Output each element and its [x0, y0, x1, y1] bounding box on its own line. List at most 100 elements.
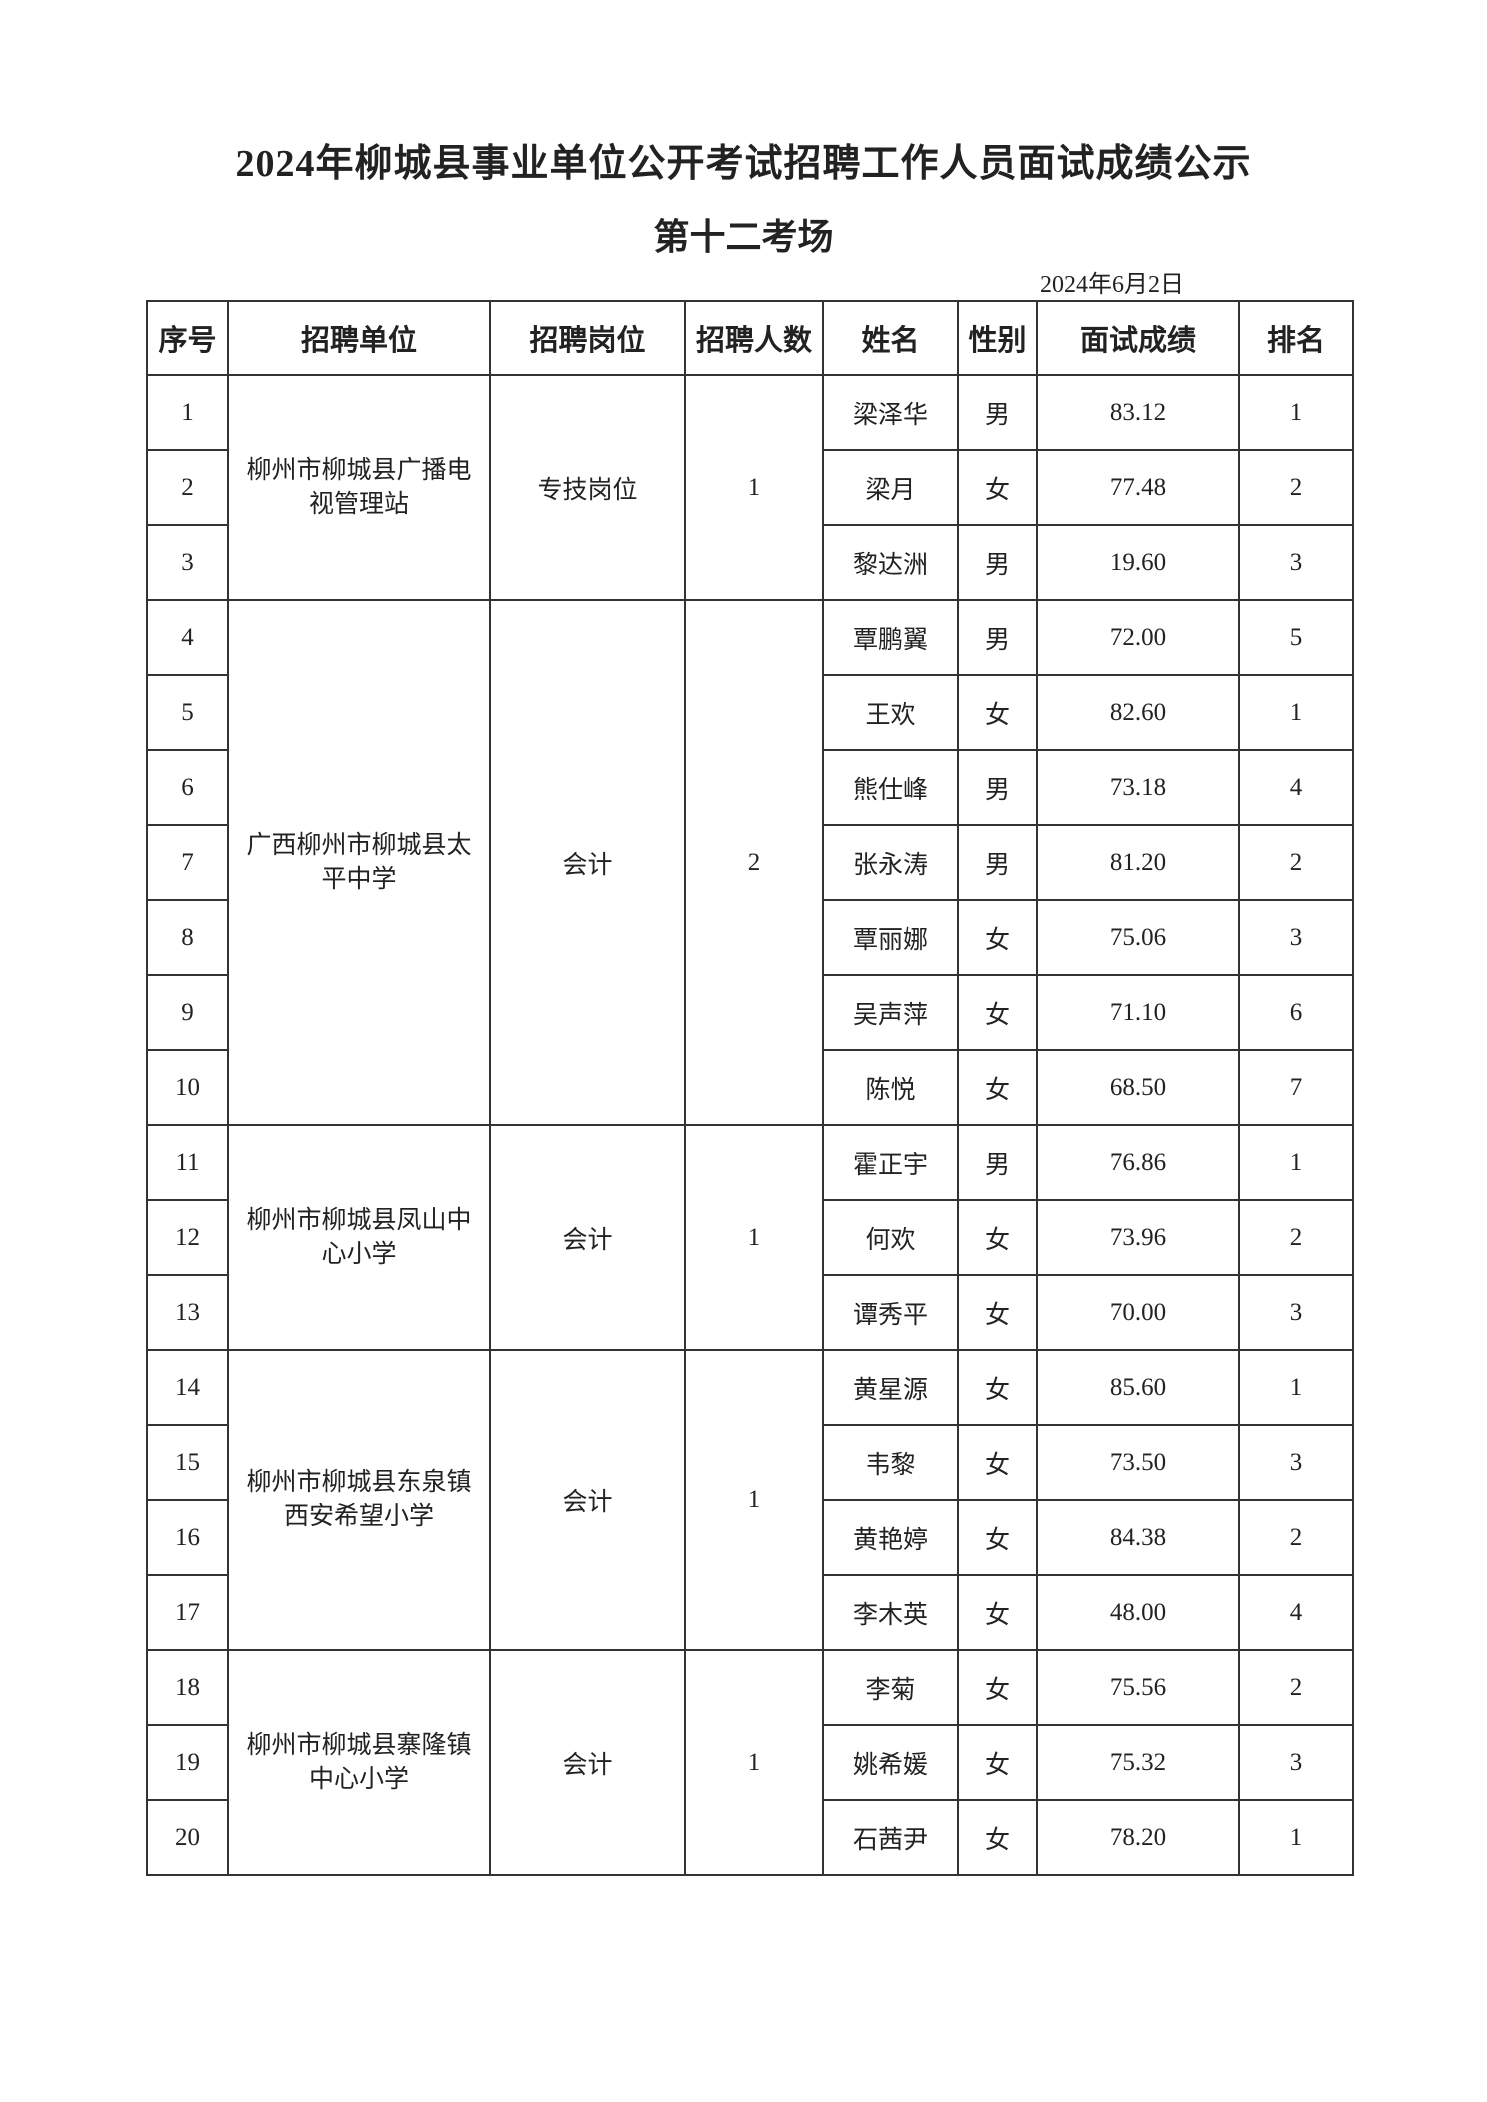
row-no: 18	[146, 1649, 229, 1726]
interview-score: 82.60	[1036, 674, 1240, 751]
candidate-gender: 女	[957, 449, 1038, 526]
candidate-rank: 1	[1238, 1349, 1354, 1426]
recruiting-unit: 柳州市柳城县寨隆镇中心小学	[227, 1649, 491, 1876]
publish-date: 2024年6月2日	[1040, 272, 1184, 298]
candidate-gender: 女	[957, 1349, 1038, 1426]
recruiting-count: 1	[684, 374, 824, 601]
table-row: 9 吴声萍女 71.10 6	[146, 974, 1354, 1051]
table-header-row: 序号 招聘单位 招聘岗位 招聘人数 姓名 性别 面试成绩 排名	[146, 300, 1354, 376]
table-row: 1 柳州市柳城县广播电视管理站 专技岗位 1 梁泽华男 83.12 1	[146, 374, 1354, 601]
candidate-rank: 1	[1238, 1799, 1354, 1876]
candidate-name: 李木英	[822, 1574, 959, 1651]
candidate-gender: 男	[957, 824, 1038, 901]
candidate-name: 王欢	[822, 674, 959, 751]
candidate-gender: 女	[957, 1499, 1038, 1576]
candidate-name: 张永涛	[822, 824, 959, 901]
candidate-name: 吴声萍	[822, 974, 959, 1051]
row-no: 13	[146, 1274, 229, 1351]
interview-score: 73.50	[1036, 1424, 1240, 1501]
header-no: 序号	[146, 300, 229, 376]
header-rank: 排名	[1238, 300, 1354, 376]
candidate-name: 姚希媛	[822, 1724, 959, 1801]
table-row: 18 柳州市柳城县寨隆镇中心小学 会计 1 李菊女 75.56 2	[146, 1649, 1354, 1876]
row-no: 20	[146, 1799, 229, 1876]
candidate-name: 何欢	[822, 1199, 959, 1276]
candidate-name: 谭秀平	[822, 1274, 959, 1351]
row-no: 6	[146, 749, 229, 826]
interview-score: 81.20	[1036, 824, 1240, 901]
interview-score: 75.06	[1036, 899, 1240, 976]
interview-score: 71.10	[1036, 974, 1240, 1051]
recruiting-count: 1	[684, 1349, 824, 1651]
header-score: 面试成绩	[1036, 300, 1240, 376]
table-row: 20 石茜尹女 78.20 1	[146, 1799, 1354, 1876]
interview-score: 76.86	[1036, 1124, 1240, 1201]
row-no: 7	[146, 824, 229, 901]
table-row: 15 韦黎女 73.50 3	[146, 1424, 1354, 1501]
recruiting-position: 会计	[489, 1349, 686, 1651]
candidate-name: 黎达洲	[822, 524, 959, 601]
candidate-rank: 7	[1238, 1049, 1354, 1126]
interview-score: 83.12	[1036, 374, 1240, 451]
candidate-name: 黄星源	[822, 1349, 959, 1426]
candidate-name: 韦黎	[822, 1424, 959, 1501]
candidate-gender: 女	[957, 1649, 1038, 1726]
candidate-name: 梁月	[822, 449, 959, 526]
row-no: 10	[146, 1049, 229, 1126]
candidate-rank: 4	[1238, 749, 1354, 826]
recruiting-count: 2	[684, 599, 824, 1126]
recruiting-unit: 柳州市柳城县东泉镇西安希望小学	[227, 1349, 491, 1651]
table-row: 19 姚希媛女 75.32 3	[146, 1724, 1354, 1801]
candidate-gender: 女	[957, 1424, 1038, 1501]
interview-score: 75.56	[1036, 1649, 1240, 1726]
candidate-rank: 3	[1238, 1424, 1354, 1501]
table-row: 3 黎达洲男 19.60 3	[146, 524, 1354, 601]
candidate-rank: 3	[1238, 524, 1354, 601]
row-no: 19	[146, 1724, 229, 1801]
candidate-gender: 女	[957, 1724, 1038, 1801]
candidate-gender: 女	[957, 674, 1038, 751]
candidate-name: 李菊	[822, 1649, 959, 1726]
recruiting-position: 会计	[489, 1124, 686, 1351]
recruiting-unit: 广西柳州市柳城县太平中学	[227, 599, 491, 1126]
candidate-gender: 男	[957, 524, 1038, 601]
row-no: 16	[146, 1499, 229, 1576]
interview-score: 77.48	[1036, 449, 1240, 526]
interview-score: 73.96	[1036, 1199, 1240, 1276]
table-row: 5 王欢女 82.60 1	[146, 674, 1354, 751]
row-no: 8	[146, 899, 229, 976]
recruiting-count: 1	[684, 1649, 824, 1876]
interview-score: 19.60	[1036, 524, 1240, 601]
interview-score: 78.20	[1036, 1799, 1240, 1876]
candidate-rank: 2	[1238, 449, 1354, 526]
interview-score: 85.60	[1036, 1349, 1240, 1426]
candidate-gender: 男	[957, 599, 1038, 676]
table-row: 12 何欢女 73.96 2	[146, 1199, 1354, 1276]
recruiting-unit: 柳州市柳城县凤山中心小学	[227, 1124, 491, 1351]
candidate-rank: 1	[1238, 674, 1354, 751]
candidate-rank: 2	[1238, 1649, 1354, 1726]
candidate-gender: 男	[957, 749, 1038, 826]
row-no: 3	[146, 524, 229, 601]
candidate-gender: 男	[957, 1124, 1038, 1201]
recruiting-count: 1	[684, 1124, 824, 1351]
interview-score: 73.18	[1036, 749, 1240, 826]
page-title: 2024年柳城县事业单位公开考试招聘工作人员面试成绩公示	[235, 143, 1252, 185]
interview-score: 48.00	[1036, 1574, 1240, 1651]
table-row: 14 柳州市柳城县东泉镇西安希望小学 会计 1 黄星源女 85.60 1	[146, 1349, 1354, 1651]
header-count: 招聘人数	[684, 300, 824, 376]
results-table: 序号 招聘单位 招聘岗位 招聘人数 姓名 性别 面试成绩 排名 1 柳州市柳城县广…	[146, 300, 1354, 1876]
row-no: 9	[146, 974, 229, 1051]
row-no: 4	[146, 599, 229, 676]
row-no: 1	[146, 374, 229, 451]
recruiting-position: 会计	[489, 1649, 686, 1876]
interview-score: 70.00	[1036, 1274, 1240, 1351]
candidate-rank: 2	[1238, 1199, 1354, 1276]
candidate-rank: 1	[1238, 374, 1354, 451]
exam-room-subtitle: 第十二考场	[653, 217, 834, 257]
candidate-gender: 女	[957, 899, 1038, 976]
header-gender: 性别	[957, 300, 1038, 376]
header-name: 姓名	[822, 300, 959, 376]
candidate-name: 熊仕峰	[822, 749, 959, 826]
candidate-name: 梁泽华	[822, 374, 959, 451]
